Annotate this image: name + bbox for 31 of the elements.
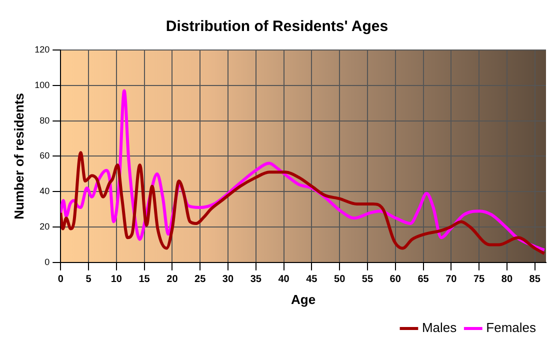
- x-tick-label: 0: [58, 274, 64, 286]
- x-tick-label: 10: [110, 274, 122, 286]
- y-tick-label: 20: [40, 221, 50, 232]
- x-tick-label: 70: [446, 274, 458, 286]
- x-tick-label: 80: [501, 274, 513, 286]
- x-tick-label: 20: [166, 274, 178, 286]
- y-tick-label: 100: [34, 80, 50, 90]
- legend-label: Females: [486, 320, 536, 336]
- y-tick-label: 0: [44, 256, 50, 267]
- y-axis-title: Number of residents: [11, 92, 26, 220]
- x-tick-label: 25: [194, 274, 206, 286]
- x-tick-label: 40: [278, 274, 290, 286]
- x-tick-label: 55: [362, 274, 374, 286]
- y-tick-label: 80: [40, 115, 50, 126]
- y-tick-label: 60: [40, 150, 50, 161]
- x-tick-label: 35: [250, 274, 262, 286]
- line-series: [60, 151, 546, 256]
- y-tick-label: 120: [34, 44, 50, 54]
- x-tick-label: 85: [529, 274, 541, 286]
- x-axis-title: Age: [291, 292, 316, 307]
- x-tick-label: 15: [138, 274, 150, 286]
- y-tick-label: 40: [40, 186, 50, 196]
- legend-label: Males: [422, 320, 458, 336]
- chart-title: Distribution of Residents' Ages: [166, 18, 388, 36]
- x-tick-label: 5: [86, 274, 92, 286]
- x-tick-label: 45: [306, 274, 318, 286]
- x-tick-label: 30: [222, 274, 234, 286]
- x-tick-label: 75: [473, 274, 486, 286]
- x-tick-label: 65: [418, 274, 430, 286]
- x-tick-label: 50: [334, 274, 346, 286]
- x-tick-label: 60: [390, 274, 402, 286]
